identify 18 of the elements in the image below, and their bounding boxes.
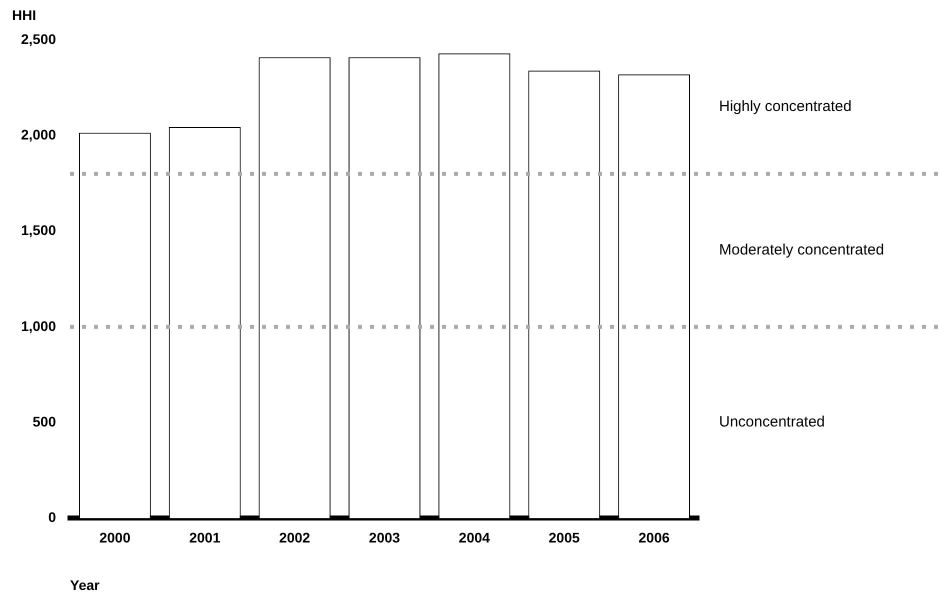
- text: Highly concentrated: [719, 98, 852, 116]
- x-tick-label: 2000: [99, 529, 131, 546]
- y-tick-label: 1,500: [20, 222, 56, 238]
- x-tick-label: 2001: [189, 529, 221, 546]
- x-tick-label: 2006: [638, 529, 670, 546]
- text: Unconcentrated: [719, 414, 825, 431]
- x-axis-title: Year: [70, 577, 100, 593]
- y-tick-label: 2,500: [20, 30, 56, 47]
- y-tick-label: 0: [48, 509, 56, 526]
- text: Moderately concentrated: [719, 242, 884, 259]
- y-axis-title: HHI: [12, 7, 36, 23]
- x-tick-label: 2002: [279, 529, 310, 546]
- x-tick-label: 2004: [458, 529, 490, 546]
- x-tick-label: 2005: [548, 529, 580, 546]
- x-tick-label: 2003: [368, 529, 400, 546]
- y-tick-label: 1,000: [20, 318, 56, 334]
- y-tick-label: 500: [32, 413, 56, 430]
- y-tick-label: 2,000: [20, 126, 56, 142]
